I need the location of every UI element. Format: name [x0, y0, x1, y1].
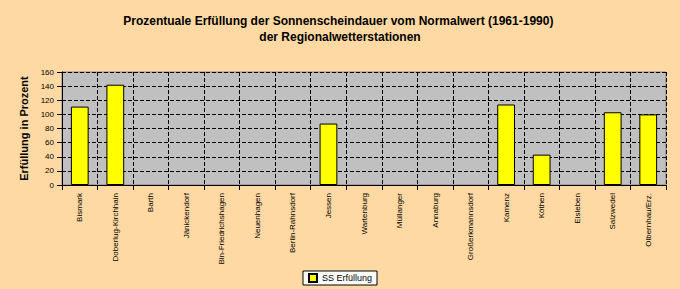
svg-text:Salzwedel: Salzwedel: [608, 193, 617, 230]
svg-text:Neuenhagen: Neuenhagen: [253, 193, 262, 239]
svg-text:40: 40: [45, 152, 54, 161]
svg-text:Jessen: Jessen: [324, 193, 333, 218]
svg-text:Jänickendorf: Jänickendorf: [182, 192, 191, 238]
svg-text:120: 120: [41, 96, 55, 105]
svg-text:Annaburg: Annaburg: [431, 193, 440, 228]
svg-text:160: 160: [41, 68, 55, 77]
svg-text:Eisleben: Eisleben: [573, 193, 582, 224]
svg-text:Erfüllung in Prozent: Erfüllung in Prozent: [18, 76, 30, 181]
svg-text:Barth: Barth: [146, 193, 155, 212]
svg-text:SS Erfüllung: SS Erfüllung: [322, 273, 372, 283]
svg-text:Wartenburg: Wartenburg: [360, 193, 369, 235]
svg-text:Bln-Friedrichshagen: Bln-Friedrichshagen: [217, 193, 226, 265]
svg-text:Prozentuale Erfüllung der Sonn: Prozentuale Erfüllung der Sonnenscheinda…: [123, 14, 556, 28]
svg-text:Doberlug-Kirchhain: Doberlug-Kirchhain: [111, 193, 120, 261]
svg-text:Olbernhau/Erz.: Olbernhau/Erz.: [644, 193, 653, 247]
svg-text:0: 0: [50, 181, 55, 190]
svg-text:140: 140: [41, 82, 55, 91]
svg-text:100: 100: [41, 110, 55, 119]
svg-text:Köthen: Köthen: [537, 193, 546, 218]
svg-text:Großerkmannsdorf: Großerkmannsdorf: [466, 192, 475, 260]
svg-text:Bismark: Bismark: [75, 192, 84, 222]
svg-text:der Regionalwetterstationen: der Regionalwetterstationen: [259, 30, 420, 44]
svg-text:Berlin-Rahnsdorf: Berlin-Rahnsdorf: [288, 192, 297, 253]
svg-text:60: 60: [45, 138, 54, 147]
svg-text:Kamenz: Kamenz: [502, 193, 511, 222]
svg-text:80: 80: [45, 124, 54, 133]
svg-text:20: 20: [45, 166, 54, 175]
svg-text:Müllanger: Müllanger: [395, 193, 404, 228]
